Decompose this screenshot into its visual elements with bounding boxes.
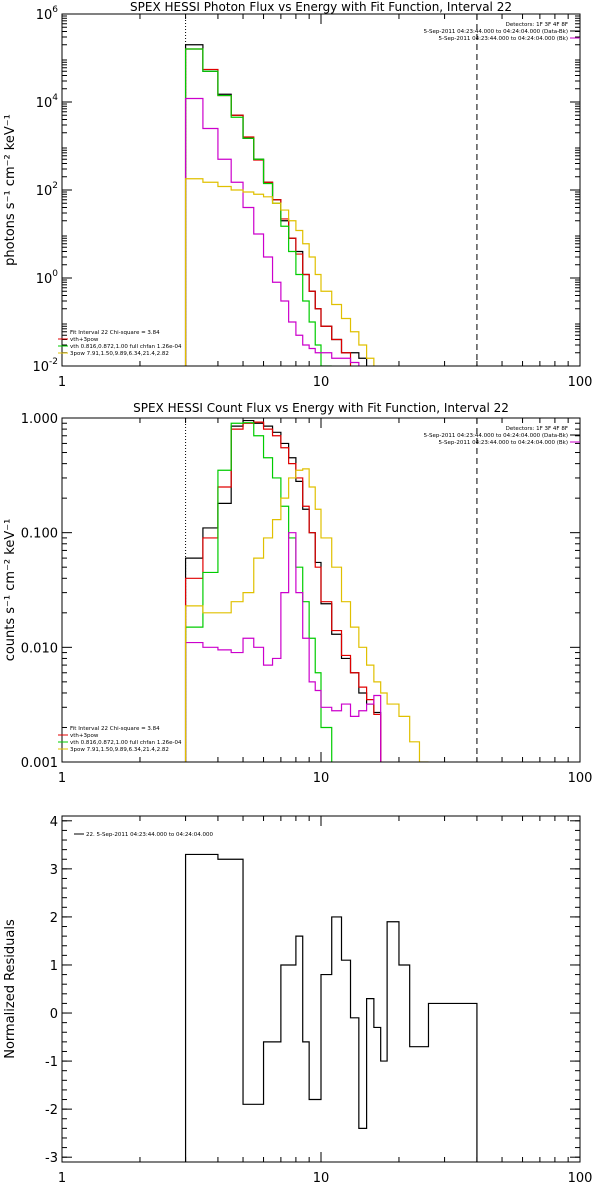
legend-top-right-text: 5-Sep-2011 04:23:44.000 to 04:24:04.000 … xyxy=(424,29,568,35)
legend-bottom-left-text: vth+3pow xyxy=(70,733,99,739)
x-tick-label: 10 xyxy=(313,771,330,786)
series-5-step-line xyxy=(184,178,375,366)
series-3-step-line xyxy=(184,48,332,366)
chart-panel-3: Normalized Residuals 1 10 100 -3 -2 -1 0 1 2 3 4 22.… xyxy=(3,815,592,1186)
x-tick-label: 100 xyxy=(568,771,593,786)
y-tick-label: 2 xyxy=(50,911,58,926)
x-tick-label: 100 xyxy=(568,375,593,390)
y-tick-label: -2 xyxy=(45,1103,58,1118)
chart-title: SPEX HESSI Photon Flux vs Energy with Fi… xyxy=(130,0,512,14)
legend-top-right-text: 5-Sep-2011 04:23:44.000 to 04:24:04.000 … xyxy=(439,440,569,446)
series-group xyxy=(184,419,429,762)
legend-top-right-text: Detectors: 1F 3F 4F 8F xyxy=(506,22,568,28)
y-tick-label: -3 xyxy=(45,1151,58,1166)
y-tick-label: 0.100 xyxy=(21,527,58,542)
series-2-step-line xyxy=(184,48,352,366)
y-tick-label: 102 xyxy=(36,181,58,199)
series-4-step-line xyxy=(184,532,382,762)
y-tick-label: 1.000 xyxy=(21,412,58,427)
series-group xyxy=(184,44,375,366)
plot-frame xyxy=(61,13,581,367)
x-tick-label: 1 xyxy=(58,771,66,786)
y-tick-exponent: 0 xyxy=(52,269,58,279)
series-4-step-line xyxy=(184,97,360,366)
y-tick-label: 1 xyxy=(50,959,58,974)
y-axis-label: counts s⁻¹ cm⁻² keV⁻¹ xyxy=(3,519,18,662)
y-tick-label: 100 xyxy=(36,269,59,287)
plot-frame xyxy=(61,417,581,763)
series-group xyxy=(184,853,478,1162)
chart-title: SPEX HESSI Count Flux vs Energy with Fit… xyxy=(133,401,509,415)
series-2-step-line xyxy=(184,421,382,762)
y-tick-exponent: 4 xyxy=(52,93,58,103)
y-tick-label: 3 xyxy=(50,863,58,878)
legend-top-left-text: 22. 5-Sep-2011 04:23:44.000 to 04:24:04.… xyxy=(86,832,213,838)
series-1-step-line xyxy=(184,853,478,1162)
y-tick-label: 0.001 xyxy=(21,756,58,771)
legend-bottom-left-text: 3pow 7.91,1.50,9.89,6.34,21.4,2.82 xyxy=(70,351,169,357)
y-axis-label: photons s⁻¹ cm⁻² keV⁻¹ xyxy=(3,114,18,266)
series-5-step-line xyxy=(184,468,429,762)
legend-bottom-left-text: vth+3pow xyxy=(70,337,99,343)
plot-frame xyxy=(61,815,581,1163)
y-tick-label: -1 xyxy=(45,1055,58,1070)
y-tick-label: 4 xyxy=(50,815,58,830)
x-tick-label: 100 xyxy=(568,1171,593,1186)
chart-panel-1: SPEX HESSI Photon Flux vs Energy with Fi… xyxy=(3,0,592,390)
legend-top-right-text: Detectors: 1F 3F 4F 8F xyxy=(506,426,568,432)
legend-top-right-text: 5-Sep-2011 04:23:44.000 to 04:24:04.000 … xyxy=(439,36,569,42)
y-tick-exponent: 2 xyxy=(52,181,58,191)
y-tick-exponent: -2 xyxy=(49,357,58,367)
legend-bottom-left-text: 3pow 7.91,1.50,9.89,6.34,21.4,2.82 xyxy=(70,747,169,753)
y-tick-label: 10-2 xyxy=(32,357,58,375)
series-1-step-line xyxy=(184,419,382,762)
y-tick-exponent: 6 xyxy=(52,5,58,15)
y-tick-label: 0 xyxy=(50,1007,58,1022)
legend-bottom-left-text: Fit Interval 22 Chi-square = 3.84 xyxy=(70,330,160,336)
x-tick-label: 1 xyxy=(58,375,66,390)
series-1-step-line xyxy=(184,44,368,366)
x-tick-label: 10 xyxy=(313,1171,330,1186)
legend-bottom-left-text: vth 0.816,0.872,1.00 full chfan 1.26e-04 xyxy=(70,344,182,350)
legend-bottom-left-text: vth 0.816,0.872,1.00 full chfan 1.26e-04 xyxy=(70,740,182,746)
y-axis-label: Normalized Residuals xyxy=(3,919,18,1059)
x-tick-label: 1 xyxy=(58,1171,66,1186)
y-tick-label: 106 xyxy=(36,5,59,23)
chart-panel-2: SPEX HESSI Count Flux vs Energy with Fit… xyxy=(3,401,592,786)
y-tick-label: 104 xyxy=(36,93,59,111)
legend-bottom-left-text: Fit Interval 22 Chi-square = 3.84 xyxy=(70,726,160,732)
legend-top-right-text: 5-Sep-2011 04:23:44.000 to 04:24:04.000 … xyxy=(424,433,568,439)
series-3-step-line xyxy=(184,422,343,762)
y-tick-label: 0.010 xyxy=(21,641,58,656)
x-tick-label: 10 xyxy=(313,375,330,390)
